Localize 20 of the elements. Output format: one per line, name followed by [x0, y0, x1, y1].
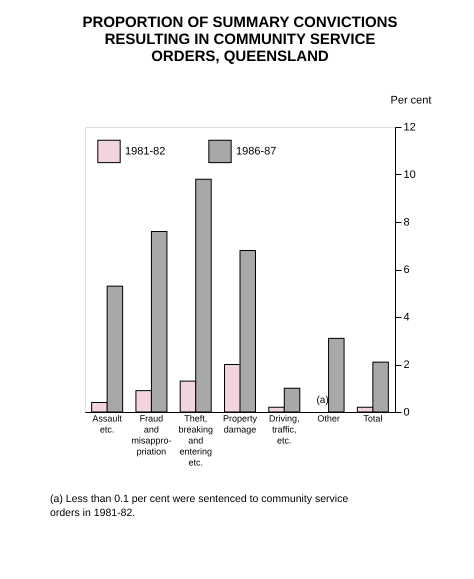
y-tick-label: 12 [404, 122, 416, 134]
y-tick-label: 6 [404, 264, 410, 276]
y-tick-label: 10 [404, 169, 416, 181]
x-tick-label: Assault etc. [92, 414, 122, 434]
legend-label: 1986-87 [236, 145, 276, 158]
x-tick-label: Fraud and misappro- priation [131, 414, 172, 456]
y-tick-label: 8 [404, 216, 410, 228]
y-axis-title: Per cent [390, 94, 432, 106]
x-tick-label: Other [317, 414, 340, 424]
text: (a) Less than 0.1 per cent were sentenced to community service orders in 1981-82. [50, 493, 348, 519]
y-tick-label: 2 [404, 359, 410, 371]
y-tick-label: 0 [404, 406, 410, 418]
legend-label: 1981-82 [125, 145, 166, 158]
annotation: (a) [316, 394, 329, 406]
x-tick-label: Property damage [222, 414, 258, 434]
x-tick-label: Driving, traffic, etc. [269, 414, 300, 446]
chart-title: PROPORTION OF SUMMARY CONVICTIONS RESULTING IN COMMUNITY SERVICE ORDERS, QUEENSLAND [82, 14, 398, 65]
y-tick-label: 4 [404, 312, 410, 324]
x-tick-label: Total [363, 414, 382, 424]
x-tick-label: Theft, breaking and entering etc. [178, 414, 213, 468]
